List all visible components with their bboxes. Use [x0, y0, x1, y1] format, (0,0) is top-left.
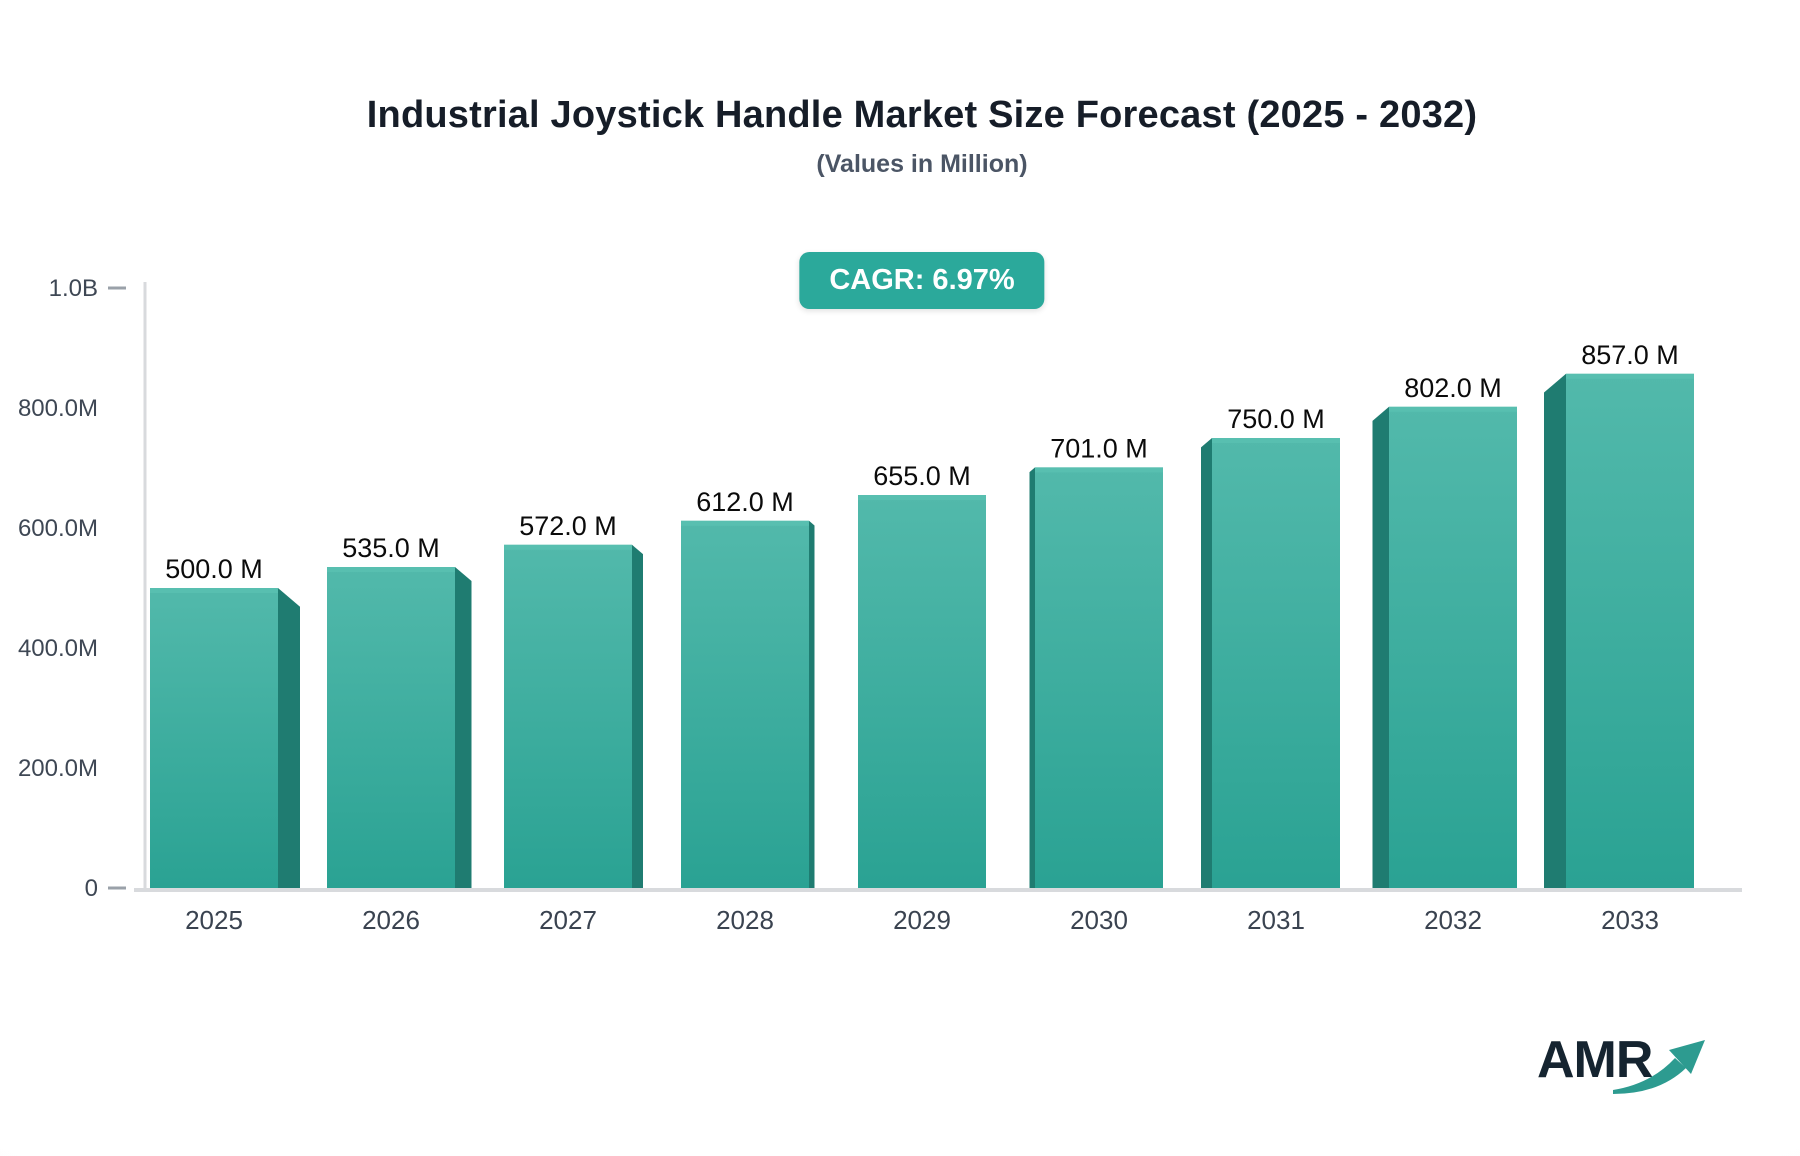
bar-value-label: 655.0 M — [873, 461, 971, 491]
bar-top-face — [1212, 438, 1340, 443]
bar-side-face — [1201, 438, 1212, 888]
bar-top-face — [858, 495, 986, 500]
x-axis-category-label: 2030 — [1070, 905, 1128, 935]
bar-top-face — [1389, 406, 1517, 412]
bar-value-label: 701.0 M — [1050, 433, 1148, 463]
bar — [504, 544, 632, 888]
bar — [150, 588, 278, 888]
bar-side-face — [1372, 406, 1389, 888]
bar-value-label: 750.0 M — [1227, 404, 1325, 434]
bar — [1566, 373, 1694, 888]
bar-top-face — [150, 588, 278, 593]
y-tick-label: 800.0M — [18, 395, 98, 422]
x-axis-category-label: 2025 — [185, 905, 243, 935]
bar-value-label: 857.0 M — [1581, 340, 1679, 370]
growth-arrow-icon — [1613, 1040, 1705, 1094]
bar-side-face — [632, 544, 643, 888]
x-axis-category-label: 2029 — [893, 905, 951, 935]
amr-logo: AMR — [1537, 1034, 1717, 1114]
bar-top-face — [327, 567, 455, 572]
y-tick-label: 0 — [85, 875, 98, 902]
cagr-badge: CAGR: 6.97% — [799, 252, 1045, 309]
bar — [327, 567, 455, 888]
bar-side-face — [455, 567, 472, 888]
amr-logo-text: AMR — [1537, 1031, 1653, 1089]
bar-value-label: 802.0 M — [1404, 373, 1502, 403]
bar-side-face — [278, 588, 300, 888]
bar-value-label: 500.0 M — [165, 554, 263, 584]
bar-side-face — [1029, 467, 1035, 888]
chart-title: Industrial Joystick Handle Market Size F… — [366, 94, 1478, 136]
bar-value-label: 535.0 M — [342, 533, 440, 563]
x-axis-category-label: 2028 — [716, 905, 774, 935]
x-axis-category-label: 2032 — [1424, 905, 1482, 935]
bar — [1212, 438, 1340, 888]
bar — [1389, 406, 1517, 888]
x-axis-category-label: 2033 — [1601, 905, 1659, 935]
y-tick-label: 1.0B — [49, 275, 98, 302]
chart-subtitle: (Values in Million) — [816, 150, 1028, 178]
bar — [681, 520, 809, 888]
x-axis-category-label: 2027 — [539, 905, 597, 935]
bar-value-label: 572.0 M — [519, 511, 617, 541]
bar-top-face — [504, 544, 632, 550]
bar-side-face — [1544, 373, 1566, 888]
bar-top-face — [1566, 373, 1694, 379]
bar — [1035, 467, 1163, 888]
y-tick-label: 600.0M — [18, 515, 98, 542]
bar — [858, 495, 986, 888]
bar-top-face — [1035, 467, 1163, 473]
bar-top-face — [681, 520, 809, 526]
y-tick-label: 400.0M — [18, 635, 98, 662]
y-tick-label: 200.0M — [18, 755, 98, 782]
bar-value-label: 612.0 M — [696, 487, 794, 517]
x-axis-category-label: 2031 — [1247, 905, 1305, 935]
x-axis-category-label: 2026 — [362, 905, 420, 935]
bar-side-face — [809, 520, 815, 888]
